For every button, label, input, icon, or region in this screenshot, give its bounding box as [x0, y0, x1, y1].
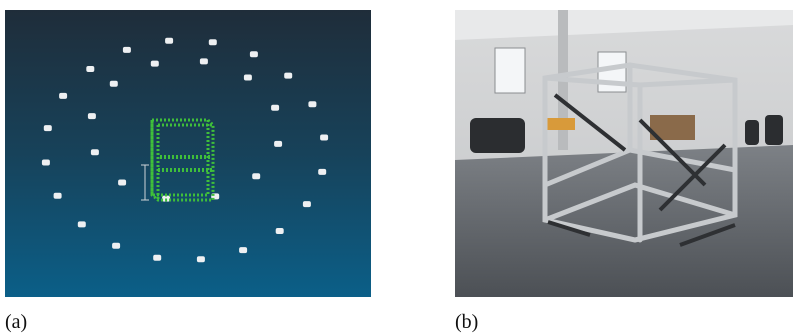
camera-marker: [112, 243, 120, 249]
camera-marker: [54, 193, 62, 199]
camera-marker: [318, 169, 326, 175]
camera-marker: [88, 113, 96, 119]
camera-marker: [308, 101, 316, 107]
camera-marker: [284, 73, 292, 79]
camera-marker: [244, 75, 252, 81]
figure: (a) (b) (() => { const data = JSON.parse…: [0, 0, 798, 336]
camera-marker: [153, 255, 161, 261]
panel-a-image: [5, 10, 371, 297]
camera-marker: [197, 256, 205, 262]
camera-marker: [78, 221, 86, 227]
camera-marker: [91, 149, 99, 155]
panel-label: (b): [455, 311, 478, 333]
camera-marker: [271, 105, 279, 111]
figure-canvas: (a) (b): [0, 0, 798, 336]
camera-marker: [320, 135, 328, 141]
camera-marker: [165, 38, 173, 44]
camera-marker: [44, 125, 52, 131]
camera-marker: [110, 81, 118, 87]
camera-marker: [252, 173, 260, 179]
camera-marker: [239, 247, 247, 253]
panel-b-image: [455, 10, 793, 297]
panel-a-background: [5, 10, 371, 297]
camera-marker: [59, 93, 67, 99]
camera-marker: [209, 39, 217, 45]
camera-marker: [118, 180, 126, 186]
window: [495, 48, 525, 93]
camera-marker: [200, 58, 208, 64]
camera-marker: [303, 201, 311, 207]
camera-marker: [123, 47, 131, 53]
camera-marker: [86, 66, 94, 72]
camera-marker: [151, 61, 159, 67]
camera-marker: [274, 141, 282, 147]
panel-label: (a): [5, 311, 27, 333]
camera-marker: [276, 228, 284, 234]
floor: [455, 145, 793, 297]
camera-marker: [250, 51, 258, 57]
camera-marker: [42, 160, 50, 166]
